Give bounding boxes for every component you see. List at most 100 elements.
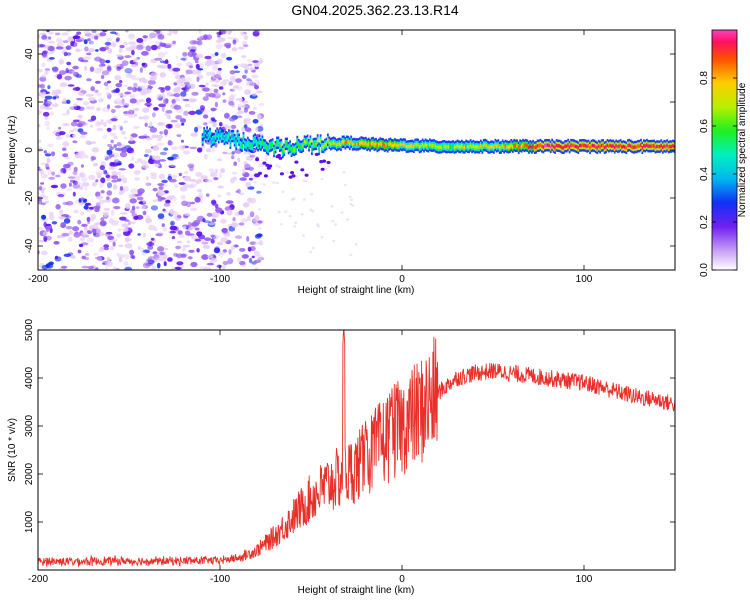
heatmap-ridge-cell [629, 144, 632, 148]
heatmap-noise-cell [253, 259, 262, 263]
heatmap-noise-cell [107, 235, 115, 240]
heatmap-noise-cell [214, 79, 220, 83]
heatmap-noise-cell [184, 170, 189, 175]
heatmap-noise-cell [62, 100, 67, 104]
heatmap-noise-cell [172, 40, 176, 44]
heatmap-noise-cell [197, 189, 202, 193]
heatmap-noise-cell [204, 55, 212, 60]
heatmap-noise-cell [226, 209, 233, 216]
heatmap-ridge-cell [290, 171, 295, 175]
heatmap-noise-cell [46, 52, 54, 55]
heatmap-noise-cell [206, 262, 215, 266]
heatmap-noise-cell [119, 186, 124, 191]
page-title: GN04.2025.362.23.13.R14 [291, 2, 459, 18]
heatmap-noise-cell [110, 246, 115, 251]
heatmap-noise-cell [215, 207, 223, 213]
heatmap-ridge-cell [302, 144, 305, 148]
heatmap-noise-cell [129, 249, 135, 256]
heatmap-noise-cell [302, 179, 306, 182]
heatmap-noise-cell [72, 127, 79, 132]
heatmap-noise-cell [123, 261, 129, 266]
heatmap-ridge-cell [519, 143, 521, 148]
heatmap-noise-cell [175, 55, 179, 59]
heatmap-noise-cell [231, 87, 237, 91]
heatmap-ridge-cell [463, 145, 466, 149]
y-tick-label: 2000 [24, 462, 35, 485]
heatmap-noise-cell [94, 222, 100, 226]
heatmap-noise-cell [161, 179, 168, 184]
heatmap-noise-cell [212, 65, 218, 71]
heatmap-ridge-cell [667, 145, 670, 149]
heatmap-ridge-cell [315, 142, 318, 146]
heatmap-ridge-cell [417, 143, 420, 147]
heatmap-noise-cell [157, 34, 165, 40]
heatmap-noise-cell [251, 74, 259, 79]
heatmap-noise-cell [169, 178, 177, 183]
heatmap-ridge-cell [411, 144, 414, 148]
heatmap-ridge-cell [666, 143, 669, 148]
heatmap-noise-cell [166, 92, 174, 96]
heatmap-noise-cell [84, 46, 89, 52]
heatmap-ridge-cell [628, 143, 631, 147]
heatmap-noise-cell [175, 97, 180, 102]
heatmap-ridge-cell [385, 143, 388, 147]
heatmap-noise-cell [143, 154, 149, 157]
heatmap-noise-cell [142, 199, 147, 204]
heatmap-noise-cell [251, 92, 257, 97]
heatmap-noise-cell [161, 210, 168, 213]
heatmap-noise-cell [194, 180, 203, 184]
y-tick-label: -20 [24, 190, 35, 205]
heatmap-noise-cell [117, 147, 125, 152]
heatmap-noise-cell [99, 66, 104, 71]
heatmap-noise-cell [220, 237, 229, 243]
heatmap-ridge-cell [238, 138, 240, 142]
heatmap-noise-cell [185, 77, 192, 83]
heatmap-ridge-cell [584, 144, 587, 148]
heatmap-noise-cell [90, 141, 96, 144]
heatmap-noise-cell [257, 254, 263, 261]
heatmap-noise-cell [237, 115, 243, 118]
heatmap-ridge-cell [332, 141, 335, 145]
heatmap-noise-cell [213, 247, 221, 254]
heatmap-ridge-cell [424, 143, 427, 147]
heatmap-noise-cell [141, 205, 149, 209]
heatmap-noise-cell [65, 134, 71, 138]
heatmap-noise-cell [45, 200, 49, 204]
heatmap-noise-cell [139, 85, 146, 89]
heatmap-noise-cell [249, 154, 256, 158]
heatmap-ridge-cell [360, 140, 363, 145]
heatmap-noise-cell [156, 142, 165, 147]
heatmap-noise-cell [100, 75, 105, 79]
heatmap-noise-cell [246, 236, 250, 242]
heatmap-noise-cell [156, 262, 161, 269]
heatmap-ridge-cell [536, 144, 539, 148]
heatmap-noise-cell [39, 44, 46, 48]
heatmap-noise-cell [109, 146, 114, 151]
heatmap-ridge-cell [322, 145, 325, 149]
heatmap-ridge-cell [375, 142, 377, 146]
heatmap-ridge-cell [255, 141, 258, 145]
heatmap-ridge-cell [479, 144, 482, 148]
heatmap-noise-cell [134, 177, 140, 181]
heatmap-noise-cell [67, 236, 73, 242]
heatmap-noise-cell [248, 152, 251, 156]
heatmap-noise-cell [76, 181, 82, 186]
heatmap-ridge-cell [663, 144, 666, 148]
heatmap-ridge-cell [426, 143, 428, 148]
heatmap-noise-cell [94, 89, 99, 93]
heatmap-noise-cell [153, 146, 160, 151]
heatmap-ridge-cell [637, 144, 639, 148]
heatmap-ridge-cell [643, 143, 645, 148]
heatmap-noise-cell [258, 208, 261, 211]
heatmap-noise-cell [152, 187, 158, 192]
heatmap-noise-cell [82, 56, 91, 60]
heatmap-noise-cell [133, 215, 139, 220]
heatmap-noise-cell [197, 35, 205, 40]
heatmap-noise-cell [103, 122, 107, 128]
heatmap-noise-cell [302, 198, 306, 201]
heatmap-ridge-cell [345, 140, 348, 144]
heatmap-noise-cell [309, 250, 313, 254]
heatmap-noise-cell [44, 70, 49, 76]
heatmap-ridge-cell [647, 144, 650, 148]
heatmap-ridge-cell [295, 147, 297, 151]
